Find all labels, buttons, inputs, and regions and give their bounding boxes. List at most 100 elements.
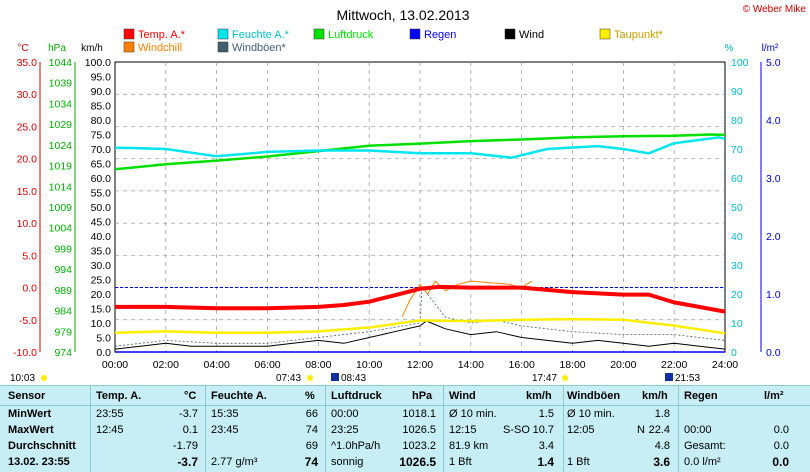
table-cell-rain-time: 0.0 l/m² xyxy=(684,456,721,469)
header-temp-unit: °C xyxy=(184,390,196,403)
header-wind-unit: km/h xyxy=(526,390,552,403)
table-cell-wind-val: 1.4 xyxy=(537,456,554,469)
tick-time: 04:00 xyxy=(204,359,230,371)
tick-humidity: 50 xyxy=(731,202,743,214)
tick-time: 24:00 xyxy=(712,359,738,371)
table-cell-wind-val: 3.4 xyxy=(539,440,554,453)
table-cell-label: 13.02. 23:55 xyxy=(8,456,70,469)
tick-humidity: 30 xyxy=(731,260,743,272)
table-col-divider xyxy=(205,386,206,472)
table-cell-press-val: 1026.5 xyxy=(399,456,436,469)
table-cell-wind-time: Ø 10 min. xyxy=(449,408,497,421)
table-cell-hum-val: 74 xyxy=(306,424,318,437)
tick-rain: 1.0 xyxy=(766,289,781,301)
legend-swatch xyxy=(218,42,228,52)
table-cell-press-val: 1018.1 xyxy=(402,408,436,421)
legend-swatch xyxy=(410,29,420,39)
tick-pressure: 1009 xyxy=(49,202,73,214)
copyright-text: © Weber Mike xyxy=(743,4,807,15)
tick-time: 20:00 xyxy=(610,359,636,371)
table-cell-hum-val: 74 xyxy=(305,456,318,469)
tick-wind: 90.0 xyxy=(91,86,112,98)
table-cell-rain-val: 0.0 xyxy=(774,440,789,453)
tick-humidity: 100 xyxy=(731,57,749,69)
tick-wind: 45.0 xyxy=(91,217,112,229)
unit-celsius: °C xyxy=(17,43,28,54)
tick-pressure: 1029 xyxy=(49,119,73,131)
table-cell-press-time: 00:00 xyxy=(331,408,359,421)
moonrise-label: 08:43 xyxy=(341,373,366,384)
header-press: Luftdruck xyxy=(331,390,382,403)
tick-temp: -10.0 xyxy=(13,347,37,359)
unit-kmh: km/h xyxy=(81,43,103,54)
table-cell-wind-val: 10.7 xyxy=(533,424,554,437)
legend-label: Luftdruck xyxy=(328,29,374,41)
tick-time: 10:00 xyxy=(356,359,382,371)
table-cell-press-time: sonnig xyxy=(331,456,363,469)
table-cell-rain-val: 0.0 xyxy=(774,424,789,437)
tick-pressure: 1044 xyxy=(49,57,73,69)
tick-pressure: 984 xyxy=(54,306,72,318)
table-cell-press-time: ^1.0hPa/h xyxy=(331,440,380,453)
unit-hpa: hPa xyxy=(48,43,66,54)
tick-wind: 60.0 xyxy=(91,173,112,185)
tick-pressure: 1019 xyxy=(49,161,73,173)
tick-humidity: 40 xyxy=(731,231,743,243)
table-col-divider xyxy=(443,386,444,472)
header-sensor: Sensor xyxy=(8,390,45,403)
moonset-icon xyxy=(665,373,673,381)
table-cell-wind-time: 1 Bft xyxy=(449,456,472,469)
tick-time: 16:00 xyxy=(509,359,535,371)
moonrise-icon xyxy=(331,373,339,381)
legend-label: Feuchte A.* xyxy=(232,29,290,41)
sunset-icon xyxy=(562,375,568,381)
tick-rain: 4.0 xyxy=(766,115,781,127)
header-gust-unit: km/h xyxy=(642,390,668,403)
tick-temp: 20.0 xyxy=(17,154,38,166)
tick-time: 14:00 xyxy=(458,359,484,371)
table-cell-wind-val: 1.5 xyxy=(539,408,554,421)
tick-time: 22:00 xyxy=(661,359,687,371)
tick-temp: 30.0 xyxy=(17,89,38,101)
table-cell-gust-val: 4.8 xyxy=(655,440,670,453)
tick-humidity: 0 xyxy=(731,347,737,359)
left-time-label: 10:03 xyxy=(10,373,35,384)
tick-pressure: 999 xyxy=(54,243,72,255)
table-cell-hum-val: 69 xyxy=(306,440,318,453)
table-cell-press-val: 1023.2 xyxy=(402,440,436,453)
tick-time: 12:00 xyxy=(407,359,433,371)
tick-wind: 70.0 xyxy=(91,144,112,156)
tick-pressure: 1014 xyxy=(49,181,73,193)
tick-wind: 65.0 xyxy=(91,159,112,171)
table-cell-press-val: 1026.5 xyxy=(402,424,436,437)
table-col-divider xyxy=(563,386,564,472)
chart-title: Mittwoch, 13.02.2013 xyxy=(336,7,469,23)
table-cell-gust-dir: N xyxy=(637,424,645,437)
legend-label: Windböen* xyxy=(232,42,287,54)
tick-rain: 2.0 xyxy=(766,231,781,243)
tick-wind: 95.0 xyxy=(91,72,112,84)
table-cell-wind-time: 81.9 km xyxy=(449,440,488,453)
table-cell-gust-val: 3.6 xyxy=(653,456,670,469)
tick-wind: 40.0 xyxy=(91,231,112,243)
tick-rain: 3.0 xyxy=(766,173,781,185)
legend-swatch xyxy=(124,29,134,39)
tick-pressure: 989 xyxy=(54,285,72,297)
table-cell-wind-dir: S-SO xyxy=(503,424,530,437)
tick-temp: 35.0 xyxy=(17,57,38,69)
table-cell-gust-val: 1.8 xyxy=(655,408,670,421)
legend-swatch xyxy=(218,29,228,39)
table-col-divider xyxy=(90,386,91,472)
sun-events: 10:03 07:43 08:43 17:47 21:53 xyxy=(10,373,700,384)
tick-wind: 50.0 xyxy=(91,202,112,214)
table-cell-temp-val: -3.7 xyxy=(179,408,198,421)
tick-time: 06:00 xyxy=(254,359,280,371)
table-cell-temp-val: -3.7 xyxy=(177,456,198,469)
table-cell-label: MaxWert xyxy=(8,424,54,437)
moonset-label: 21:53 xyxy=(675,373,700,384)
legend-swatch xyxy=(600,29,610,39)
sunrise-label: 07:43 xyxy=(276,373,301,384)
tick-time: 00:00 xyxy=(102,359,128,371)
tick-wind: 0.0 xyxy=(96,347,111,359)
table-cell-hum-val: 66 xyxy=(306,408,318,421)
